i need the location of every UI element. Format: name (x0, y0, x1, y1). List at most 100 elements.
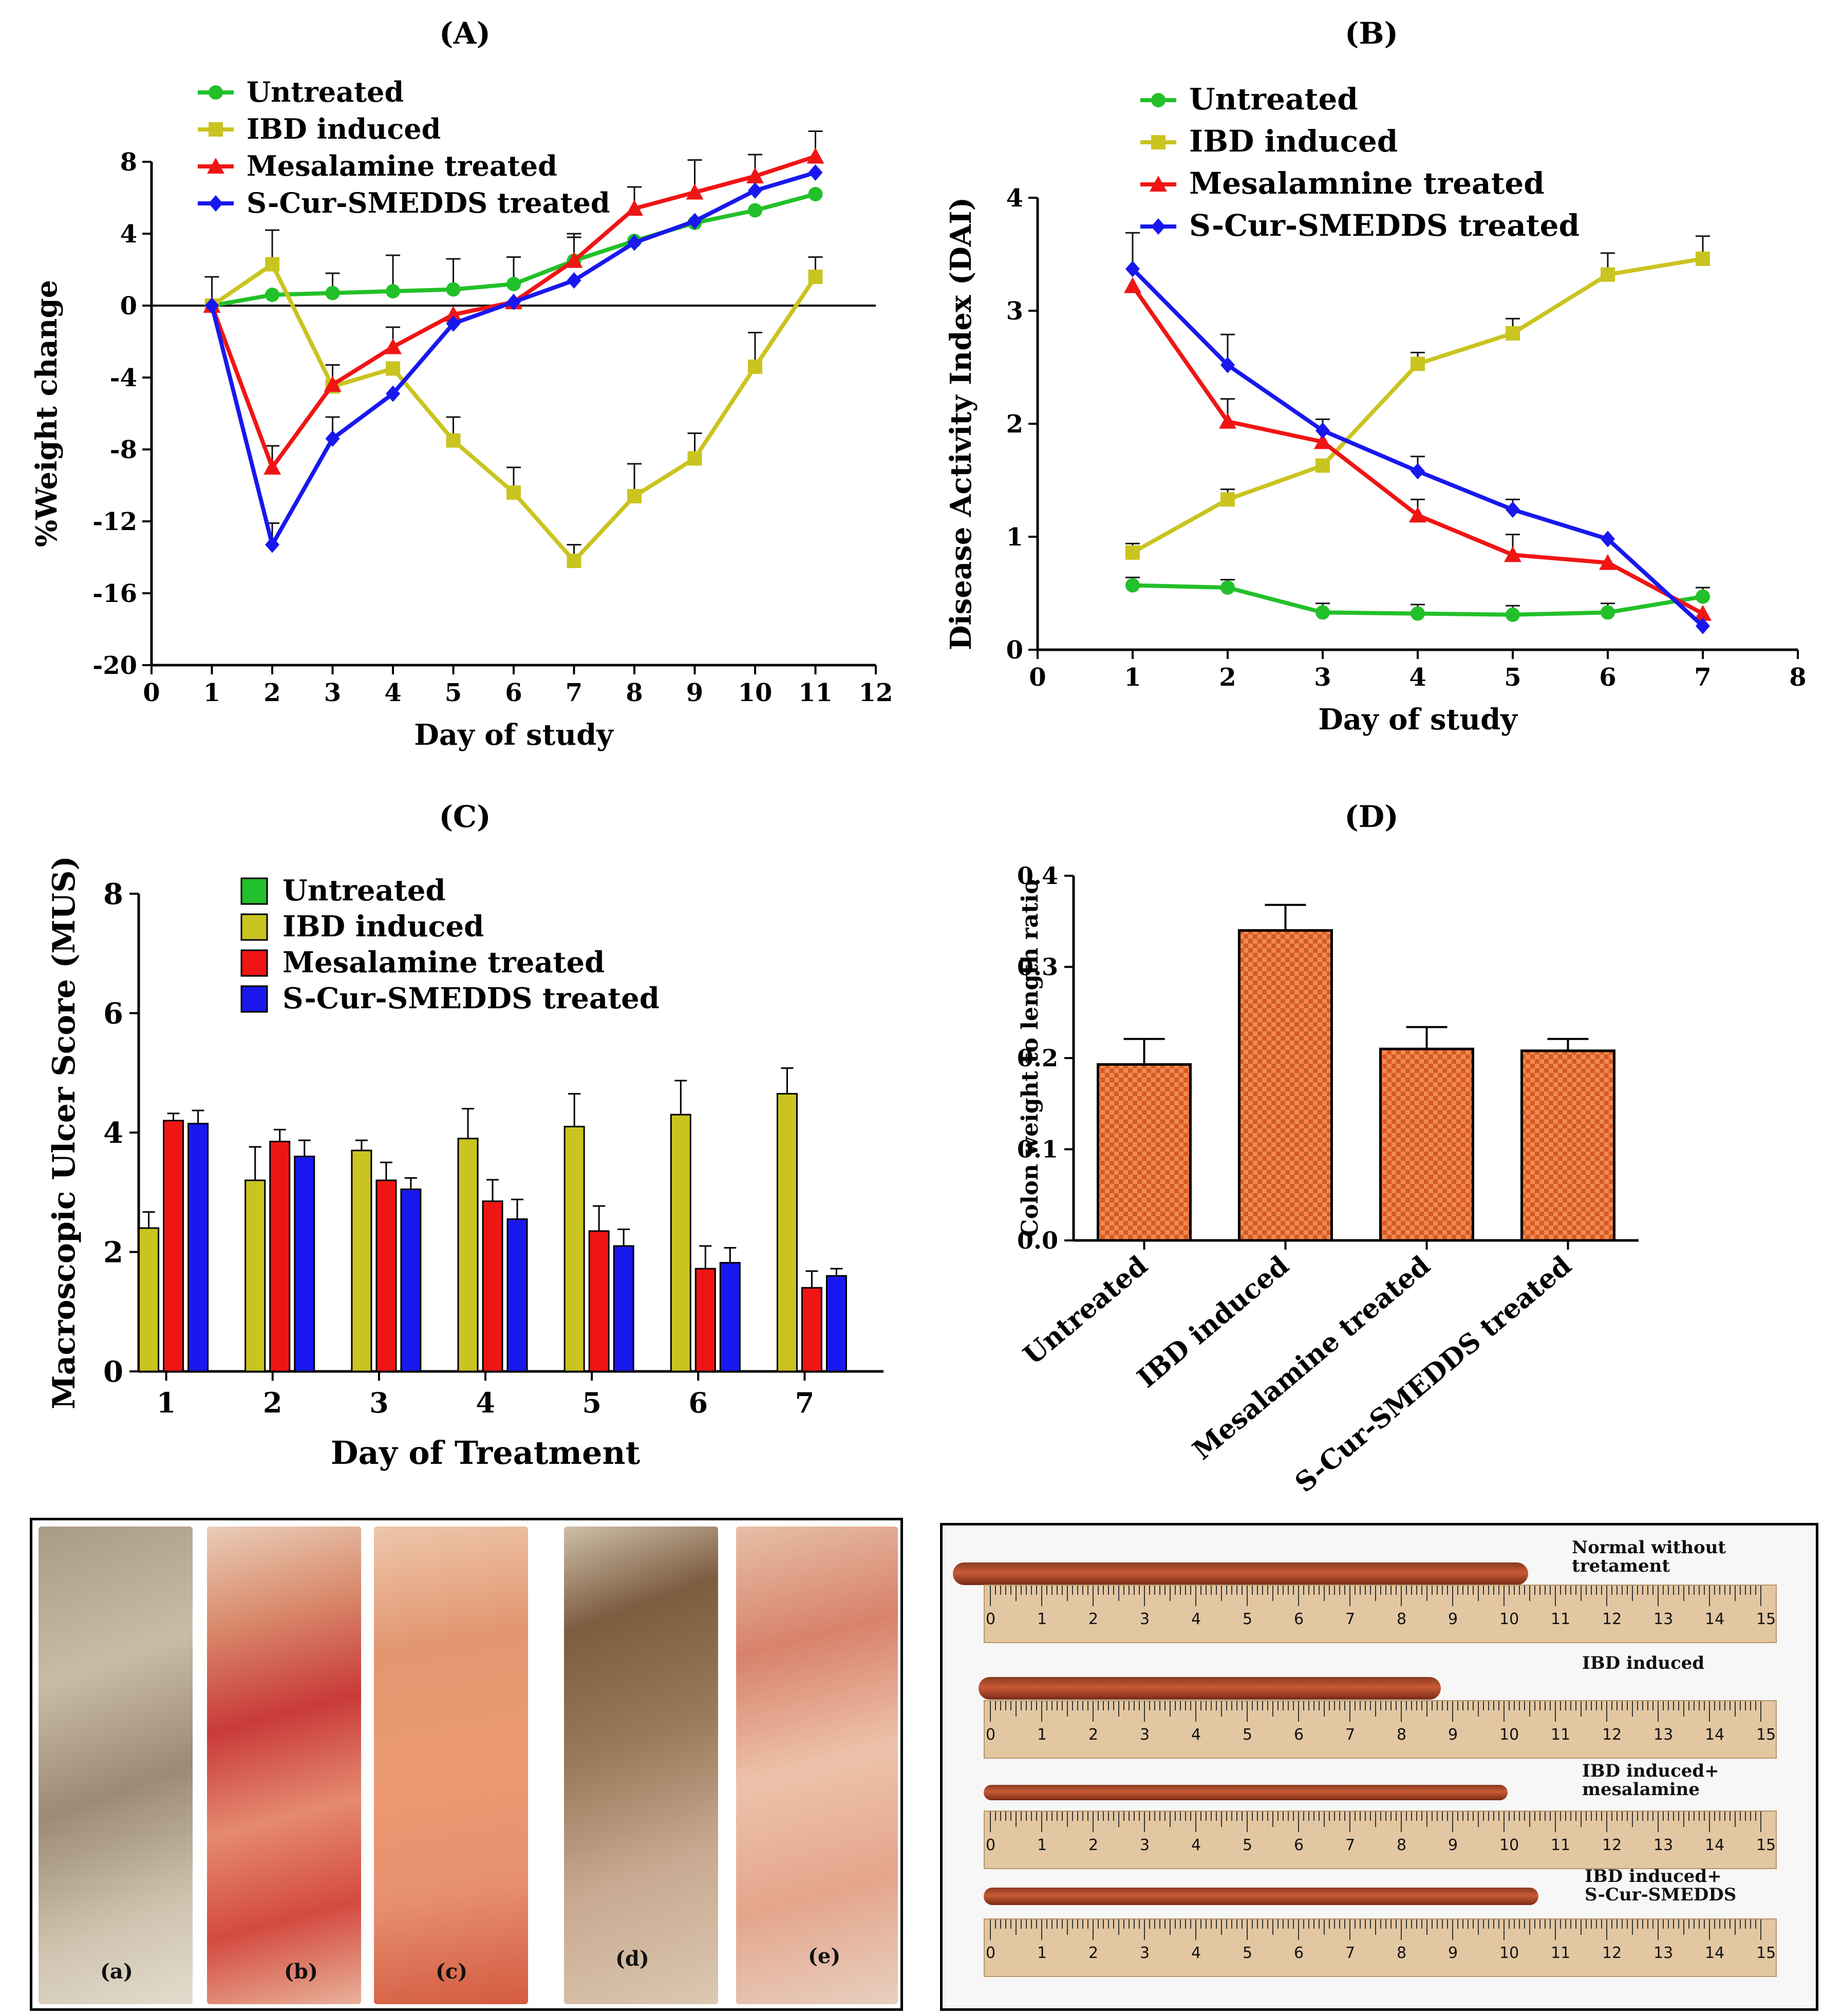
data-point-s4 (446, 315, 461, 332)
ruler-number: 11 (1551, 1610, 1571, 1628)
ruler-tick (1683, 1701, 1684, 1717)
bar-s2 (457, 1138, 479, 1372)
ruler-tick (1519, 1812, 1520, 1821)
ruler-tick (1010, 1586, 1011, 1595)
ruler-tick (1755, 1701, 1756, 1710)
legend-label-2: IBD induced (283, 910, 484, 944)
ruler-tick (1051, 1701, 1052, 1710)
ruler-tick (1730, 1586, 1731, 1595)
ruler-tick (1349, 1586, 1350, 1606)
ruler-tick (1606, 1586, 1607, 1606)
ruler-tick (1529, 1919, 1530, 1935)
ruler-tick (1339, 1701, 1340, 1710)
ruler-tick (1216, 1701, 1217, 1710)
ruler-tick (1293, 1919, 1294, 1929)
ruler-tick (1406, 1812, 1407, 1821)
ruler-tick (1601, 1586, 1602, 1595)
ruler-tick (1627, 1812, 1628, 1821)
panel-label: (D) (1344, 799, 1398, 834)
photo-label-b: (b) (284, 1960, 318, 1984)
data-point-s1 (748, 203, 762, 218)
ruler-tick (1719, 1812, 1720, 1821)
ruler-tick (1288, 1701, 1289, 1710)
y-axis-label: %Weight change (30, 280, 64, 547)
ruler-tick (1360, 1701, 1361, 1710)
ruler-number: 10 (1499, 1836, 1519, 1854)
ruler-tick (1272, 1586, 1273, 1601)
ruler-tick (1180, 1812, 1181, 1821)
ruler-number: 6 (1294, 1726, 1304, 1744)
ruler-tick (1247, 1919, 1248, 1940)
ruler-tick (1334, 1701, 1335, 1710)
ruler-tick (1622, 1812, 1623, 1821)
ruler-tick (1170, 1812, 1171, 1827)
ruler-tick (1288, 1812, 1289, 1821)
ruler-tick (1093, 1586, 1094, 1606)
ruler-tick (1267, 1919, 1268, 1929)
ruler-tick (1611, 1701, 1612, 1710)
ruler-tick (1442, 1586, 1443, 1595)
ruler-tick (1360, 1812, 1361, 1821)
ruler-tick (1159, 1701, 1160, 1710)
ruler-tick (1539, 1812, 1540, 1821)
ruler-tick (1226, 1919, 1227, 1929)
ruler-tick (1195, 1701, 1196, 1722)
x-tick-label: 3 (324, 679, 341, 707)
data-point-s1 (325, 286, 340, 300)
ruler-tick (1154, 1701, 1155, 1710)
ruler-tick (1180, 1919, 1181, 1929)
ruler-tick (1139, 1586, 1140, 1595)
ruler-tick (1134, 1812, 1135, 1821)
ruler-tick (1442, 1812, 1443, 1821)
ruler-number: 1 (1037, 1610, 1047, 1628)
ruler-number: 3 (1140, 1944, 1150, 1962)
y-axis-label: Disease Activity Index (DAI) (944, 197, 978, 650)
ruler-tick (1113, 1701, 1114, 1710)
ruler-tick (1401, 1919, 1402, 1940)
legend-marker-2 (209, 122, 223, 137)
ruler-number: 15 (1756, 1836, 1776, 1854)
y-tick-label: -12 (92, 507, 137, 536)
y-tick-label: 0.0 (1017, 1227, 1058, 1254)
ruler-tick (1077, 1919, 1078, 1929)
ruler-tick (1164, 1586, 1166, 1595)
ruler-tick (1277, 1586, 1279, 1595)
ruler-tick (1432, 1919, 1433, 1929)
x-axis-label: Day of Treatment (331, 1434, 641, 1472)
ruler-tick (1416, 1919, 1417, 1929)
ruler-number: 6 (1294, 1944, 1304, 1962)
ruler-tick (1509, 1919, 1510, 1929)
ruler-tick (1740, 1586, 1741, 1595)
ruler-1: 0 1 2 3 4 5 6 7 8 9 10 11 12 13 14 15 (984, 1585, 1777, 1643)
ruler-tick (1509, 1586, 1510, 1595)
data-point-s3 (746, 167, 764, 183)
ruler-tick (1344, 1586, 1345, 1595)
x-tick-label: 4 (384, 679, 401, 707)
ruler-tick (1319, 1701, 1320, 1710)
ruler-number: 13 (1653, 1726, 1674, 1744)
ruler-tick (1437, 1919, 1438, 1929)
ruler-tick (1658, 1812, 1659, 1832)
ruler-tick (1375, 1586, 1376, 1601)
ruler-tick (1709, 1586, 1710, 1606)
ruler-tick (1550, 1701, 1551, 1710)
colon-ibd (979, 1677, 1441, 1700)
ruler-tick (1149, 1812, 1150, 1821)
ruler-tick (1144, 1701, 1145, 1722)
ruler-tick (1129, 1701, 1130, 1710)
data-point-s4 (204, 297, 219, 314)
ruler-tick (1313, 1919, 1314, 1929)
ruler-tick (1421, 1586, 1422, 1595)
bar-s3 (482, 1200, 503, 1372)
ruler-tick (1247, 1812, 1248, 1832)
ruler-tick (1206, 1919, 1207, 1929)
ruler-tick (1000, 1586, 1001, 1595)
ruler-tick (1057, 1919, 1058, 1929)
ruler-number: 9 (1448, 1944, 1458, 1962)
x-tick-label: 11 (798, 679, 833, 707)
ruler-tick (1272, 1812, 1273, 1827)
ruler-tick (1139, 1701, 1140, 1710)
ruler-tick (1560, 1701, 1561, 1710)
ruler-tick (1108, 1919, 1109, 1929)
